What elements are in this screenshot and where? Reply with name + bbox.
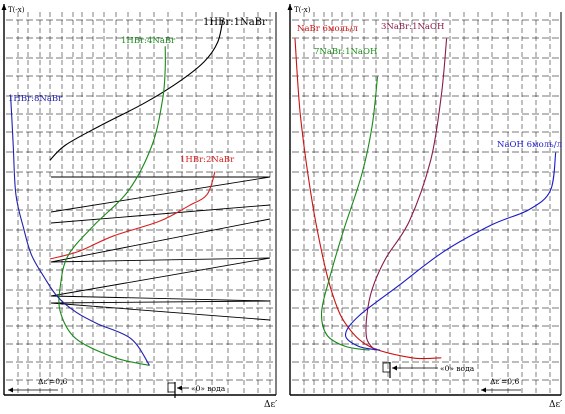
black-line bbox=[50, 204, 271, 224]
series-label: 1HBr:1NaBr bbox=[203, 17, 267, 28]
y-axis-label: T(-x) bbox=[8, 6, 25, 14]
reference-label: «0» вода bbox=[191, 384, 226, 393]
reference-label: «0» вода bbox=[440, 364, 475, 373]
scale-arrow-head bbox=[8, 387, 13, 393]
series-label: 7NaBr:1NaOH bbox=[314, 47, 377, 57]
reference-arrow-head bbox=[392, 365, 397, 371]
scale-arrow-head bbox=[481, 387, 486, 393]
black-line bbox=[50, 257, 271, 263]
reference-box bbox=[167, 382, 176, 393]
black-line bbox=[50, 218, 271, 263]
black-line bbox=[50, 176, 271, 213]
scale-note: Δε′=0,6 bbox=[490, 377, 519, 386]
grid bbox=[292, 12, 561, 395]
series-line bbox=[58, 46, 166, 366]
series-label: NaOH 6моль/л bbox=[497, 140, 563, 150]
reference-box bbox=[382, 362, 391, 373]
black-line bbox=[50, 302, 271, 321]
scale-note: Δε′=0,6 bbox=[38, 377, 67, 386]
black-lines bbox=[50, 176, 271, 321]
y-axis-arrow bbox=[287, 4, 293, 10]
series-line bbox=[344, 152, 557, 351]
panel-right: T(-x) Δε′ Δε′=0,6 «0» вода NaBr 6моль/л 3NaBr… bbox=[287, 4, 563, 410]
series-label: 1HBr:8NaBr bbox=[8, 94, 63, 104]
series-label: NaBr 6моль/л bbox=[297, 24, 359, 34]
x-axis-label: Δε′ bbox=[549, 400, 562, 409]
series-label: 3NaBr:1NaOH bbox=[381, 22, 444, 32]
series-line bbox=[49, 171, 216, 260]
series-label: 1HBr:2NaBr bbox=[180, 155, 235, 165]
black-line bbox=[50, 300, 271, 304]
y-axis-label: T(-x) bbox=[294, 6, 311, 14]
series-label: 1HBr:4NaBr bbox=[121, 36, 176, 46]
black-line bbox=[50, 295, 271, 302]
reference-arrow-head bbox=[177, 385, 182, 391]
panel-left: T(-x) Δε′ Δε′=0,6 «0» вода 1HBr:1NaBr 1HBr:2N… bbox=[1, 4, 277, 410]
y-axis-arrow bbox=[1, 4, 7, 10]
grid bbox=[6, 12, 276, 395]
black-line bbox=[50, 257, 271, 297]
series-line bbox=[365, 38, 448, 351]
series-line bbox=[294, 38, 442, 360]
series-line bbox=[320, 76, 379, 351]
series-line bbox=[10, 95, 150, 366]
x-axis-label: Δε′ bbox=[264, 400, 277, 409]
